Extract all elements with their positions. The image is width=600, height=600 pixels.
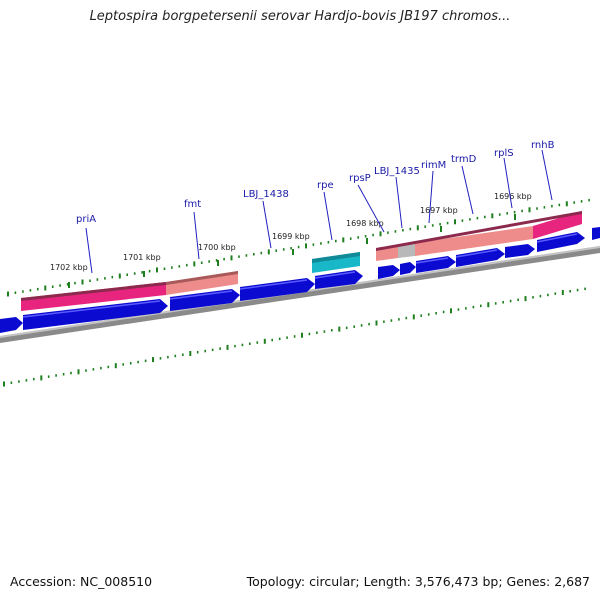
- gene-label-rnhb[interactable]: rnhB: [531, 140, 555, 151]
- gene-label-lbj1435[interactable]: LBJ_1435: [374, 166, 420, 177]
- gene-label-rpls[interactable]: rplS: [494, 148, 514, 159]
- kbp-tick-group: 1702 kbp 1701 kbp 1700 kbp 1699 kbp 1698…: [50, 192, 532, 288]
- gene-bar-fmt[interactable]: [166, 271, 238, 295]
- label-line-rpe: [323, 191, 333, 241]
- cds-arrow-2[interactable]: [23, 299, 168, 330]
- label-line-rimm: [428, 170, 434, 224]
- label-line-rnhb: [541, 149, 553, 201]
- gene-track: [21, 211, 582, 311]
- gene-label-rpsp[interactable]: rpsP: [349, 173, 371, 184]
- cds-arrow-6[interactable]: [378, 265, 400, 279]
- cds-arrow-5[interactable]: [315, 270, 363, 289]
- cds-arrow-12[interactable]: [592, 227, 600, 240]
- cds-arrow-1[interactable]: [0, 317, 23, 333]
- label-line-rpls: [503, 157, 513, 209]
- cds-arrow-4[interactable]: [240, 278, 315, 301]
- gene-bar-lbj1435[interactable]: [398, 243, 415, 258]
- label-line-rpsp: [357, 184, 385, 233]
- kbp-label-1702: 1702 kbp: [50, 263, 88, 272]
- inner-tick-row: [3, 287, 586, 387]
- label-line-lbj1435: [395, 176, 403, 229]
- cds-arrow-7[interactable]: [400, 262, 416, 275]
- gene-bar-row2-top: [376, 211, 582, 251]
- gene-label-rimm[interactable]: rimM: [421, 160, 446, 171]
- gene-label-pria[interactable]: priA: [76, 214, 96, 225]
- gene-label-trmd[interactable]: trmD: [451, 154, 477, 165]
- map-title: Leptospira borgpetersenii serovar Hardjo…: [89, 9, 511, 24]
- gene-bar-rpe-top: [312, 252, 360, 263]
- cds-arrow-3[interactable]: [170, 289, 240, 311]
- kbp-label-1701: 1701 kbp: [123, 253, 161, 262]
- kbp-label-1696: 1696 kbp: [494, 192, 532, 201]
- kbp-label-1697: 1697 kbp: [420, 206, 458, 215]
- gene-bar-fmt-top: [166, 271, 238, 285]
- gene-label-fmt[interactable]: fmt: [184, 199, 201, 210]
- cds-arrow-9[interactable]: [456, 248, 505, 267]
- gene-bar-pria[interactable]: [21, 282, 166, 311]
- kbp-label-1699: 1699 kbp: [272, 232, 310, 241]
- accession-text: Accession: NC_008510: [10, 574, 153, 589]
- label-line-pria: [85, 227, 93, 274]
- topology-summary: Topology: circular; Length: 3,576,473 bp…: [246, 574, 590, 589]
- cds-highlights: [22, 233, 578, 318]
- cds-arrow-8[interactable]: [416, 256, 456, 273]
- kbp-label-1698: 1698 kbp: [346, 219, 384, 228]
- outer-tick-row: [7, 198, 590, 297]
- gene-label-rpe[interactable]: rpe: [317, 180, 334, 191]
- gene-bar-pria-top: [21, 282, 166, 301]
- cds-arrow-11[interactable]: [537, 232, 585, 252]
- kbp-label-1700: 1700 kbp: [198, 243, 236, 252]
- label-line-fmt: [193, 211, 200, 260]
- label-line-lbj1438: [262, 200, 272, 249]
- gene-label-lbj1438[interactable]: LBJ_1438: [243, 189, 289, 200]
- gene-bar-rnhb[interactable]: [533, 211, 582, 239]
- cds-track: [0, 227, 600, 333]
- gene-bar-trmd[interactable]: [415, 226, 533, 256]
- label-line-trmd: [461, 165, 474, 215]
- gene-label-group: priA fmt LBJ_1438 rpe rpsP LBJ_1435 rimM…: [76, 140, 555, 274]
- cds-arrow-10[interactable]: [505, 244, 535, 258]
